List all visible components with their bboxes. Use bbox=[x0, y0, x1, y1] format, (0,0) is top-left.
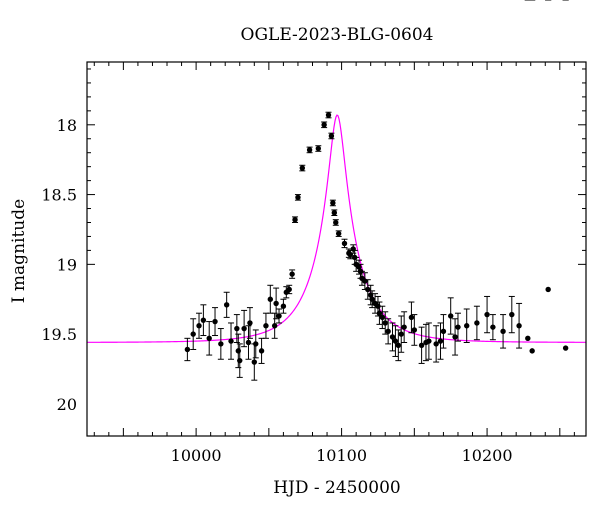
data-point bbox=[525, 335, 531, 342]
data-point bbox=[306, 147, 313, 153]
data-point bbox=[369, 296, 375, 302]
data-point bbox=[321, 122, 327, 128]
plot-area bbox=[87, 0, 586, 381]
y-tick-label: 19 bbox=[57, 255, 77, 274]
data-point bbox=[295, 194, 301, 201]
data-point bbox=[440, 328, 447, 335]
data-point bbox=[237, 357, 243, 364]
data-point bbox=[401, 324, 407, 330]
plot-frame bbox=[86, 61, 587, 437]
data-point bbox=[273, 300, 279, 307]
data-point bbox=[379, 314, 386, 321]
data-point bbox=[516, 323, 522, 329]
data-point bbox=[218, 341, 224, 347]
data-point bbox=[411, 327, 418, 333]
data-point bbox=[206, 335, 212, 342]
y-tick-label: 18.5 bbox=[41, 186, 77, 205]
data-point bbox=[241, 325, 247, 332]
data-point bbox=[331, 210, 338, 216]
y-tick-label: 20 bbox=[57, 395, 77, 414]
data-point bbox=[253, 341, 259, 347]
data-point bbox=[258, 348, 265, 354]
x-tick-label: 10100 bbox=[316, 446, 367, 465]
data-point bbox=[484, 311, 490, 318]
data-point bbox=[267, 296, 274, 302]
data-point bbox=[335, 230, 342, 237]
data-point bbox=[389, 334, 396, 340]
data-point bbox=[500, 328, 506, 335]
data-point bbox=[448, 313, 454, 319]
data-point bbox=[392, 338, 399, 344]
data-point bbox=[341, 240, 348, 247]
data-point bbox=[385, 328, 391, 335]
data-point bbox=[184, 346, 191, 353]
data-point bbox=[433, 341, 439, 347]
x-axis-label: HJD - 2450000 bbox=[273, 478, 401, 498]
data-point bbox=[223, 302, 230, 308]
chart-title: OGLE-2023-BLG-0604 bbox=[241, 25, 434, 45]
data-point bbox=[509, 311, 515, 318]
data-point bbox=[426, 338, 432, 344]
data-point bbox=[280, 303, 287, 309]
data-point bbox=[382, 320, 388, 326]
y-axis-label: I magnitude bbox=[9, 199, 29, 303]
data-point bbox=[437, 338, 444, 344]
data-point bbox=[408, 314, 415, 321]
data-point bbox=[251, 359, 258, 365]
data-point bbox=[247, 320, 253, 326]
data-point bbox=[212, 318, 218, 325]
data-point bbox=[418, 342, 425, 348]
data-point bbox=[245, 339, 252, 346]
data-point bbox=[474, 320, 480, 326]
data-point bbox=[271, 323, 278, 329]
data-point bbox=[299, 165, 306, 171]
data-point bbox=[196, 323, 202, 329]
data-point bbox=[330, 200, 336, 206]
data-point bbox=[286, 286, 292, 293]
data-point bbox=[234, 325, 240, 332]
data-point bbox=[376, 310, 383, 316]
data-point bbox=[328, 133, 335, 139]
data-point bbox=[464, 323, 470, 329]
x-tick-label: 10200 bbox=[462, 446, 513, 465]
data-point bbox=[292, 216, 298, 223]
data-point bbox=[562, 345, 569, 351]
data-point bbox=[325, 112, 332, 118]
data-point bbox=[315, 145, 322, 152]
y-tick-label: 19.5 bbox=[41, 325, 77, 344]
data-point bbox=[190, 331, 196, 337]
data-point bbox=[529, 348, 535, 354]
data-point bbox=[333, 219, 339, 226]
axis-ticks: 10000 10100 10200 18 18.5 19 19.5 20 bbox=[41, 62, 586, 465]
data-point bbox=[490, 324, 496, 330]
data-point bbox=[398, 331, 404, 337]
data-point bbox=[395, 342, 402, 348]
data-point bbox=[228, 338, 234, 344]
x-tick-label: 10000 bbox=[171, 446, 222, 465]
data-point bbox=[263, 323, 269, 329]
data-point bbox=[200, 317, 207, 323]
data-point bbox=[452, 334, 458, 340]
data-point bbox=[455, 324, 461, 330]
data-point bbox=[289, 271, 295, 277]
data-point bbox=[276, 313, 282, 319]
y-tick-label: 18 bbox=[57, 116, 77, 135]
data-point bbox=[545, 286, 551, 293]
data-point bbox=[365, 286, 371, 293]
